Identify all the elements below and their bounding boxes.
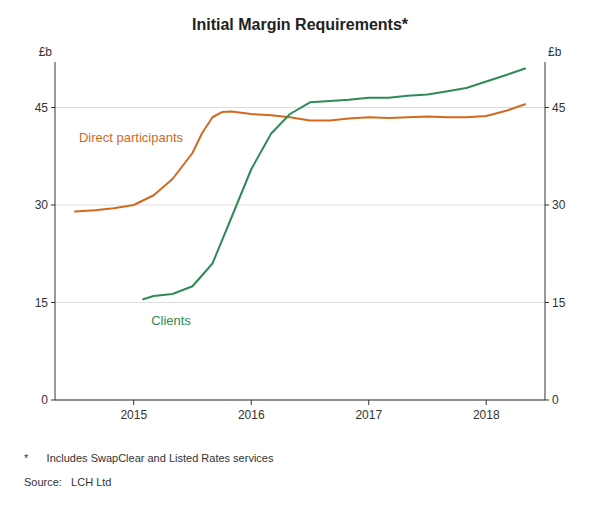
y2-axis-line: [545, 62, 546, 400]
title: Initial Margin Requirements*: [192, 16, 409, 33]
y-axis-label: £b: [39, 45, 53, 59]
y-tick: [51, 302, 55, 303]
footnote: Source: LCH Ltd: [24, 476, 111, 488]
plot-area: [75, 69, 525, 300]
y-tick-label: 0: [41, 393, 48, 407]
x-tick-label: 2017: [355, 408, 382, 422]
x-axis-line: [55, 400, 545, 401]
y2-tick-label: 30: [552, 198, 566, 212]
y2-tick: [545, 107, 549, 108]
grid-line: [55, 302, 545, 303]
y-tick-label: 15: [35, 296, 49, 310]
x-tick-label: 2016: [238, 408, 265, 422]
y-tick: [51, 107, 55, 108]
x-tick: [368, 400, 369, 405]
footnote: * Includes SwapClear and Listed Rates se…: [24, 452, 274, 464]
grid-line: [55, 400, 545, 401]
y-tick-label: 30: [35, 198, 49, 212]
y2-tick-label: 15: [552, 296, 566, 310]
y2-tick-label: 0: [552, 393, 559, 407]
series-label: Direct participants: [79, 130, 184, 145]
x-tick: [486, 400, 487, 405]
y-axis-line: [55, 62, 56, 400]
x-tick: [251, 400, 252, 405]
axes: 2015 2016 2017 2018 0 15 30 45 0 15 30 45: [35, 62, 566, 422]
grid: [55, 108, 545, 401]
y2-tick: [545, 400, 549, 401]
y-tick-label: 45: [35, 101, 49, 115]
y2-axis-label: £b: [548, 45, 562, 59]
x-tick: [133, 400, 134, 405]
y-tick: [51, 400, 55, 401]
series-line: [143, 69, 525, 300]
series-labels: Direct participants Clients: [79, 130, 191, 329]
y2-tick: [545, 302, 549, 303]
x-tick-label: 2015: [120, 408, 147, 422]
y2-tick-label: 45: [552, 101, 566, 115]
x-tick-label: 2018: [473, 408, 500, 422]
y2-tick: [545, 205, 549, 206]
chart: Initial Margin Requirements* 2015 2016 2017…: [0, 0, 600, 516]
series-line: [75, 104, 525, 211]
y-tick: [51, 205, 55, 206]
series-label: Clients: [151, 313, 191, 328]
